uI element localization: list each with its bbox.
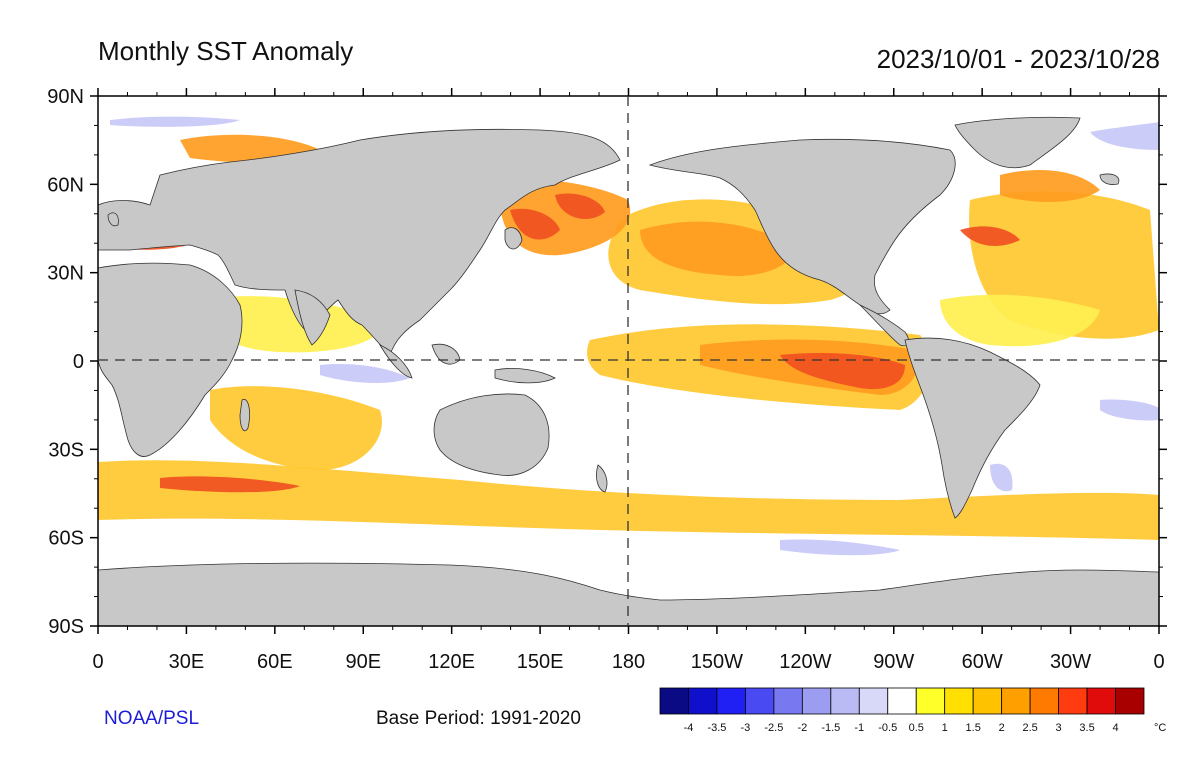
colorbar-label: -1.5 xyxy=(821,722,840,734)
anomaly-field xyxy=(98,116,1159,556)
lon-tick-label: 30W xyxy=(1050,651,1091,673)
colorbar-label: 4 xyxy=(1112,722,1118,734)
colorbar-swatch xyxy=(1115,687,1145,715)
colorbar-label: -1 xyxy=(854,722,864,734)
greenland xyxy=(954,116,1081,169)
colorbar-label: 2.5 xyxy=(1022,722,1037,734)
antarctica xyxy=(98,562,1159,626)
lon-tick-label: 60E xyxy=(257,651,293,673)
india xyxy=(294,289,331,346)
colorbar-label: -3.5 xyxy=(707,722,726,734)
colorbar-unit: °C xyxy=(1154,722,1166,734)
lon-tick-label: 60W xyxy=(962,651,1003,673)
lat-tick-label: 60S xyxy=(48,528,84,550)
colorbar-label: -0.5 xyxy=(878,722,897,734)
lat-tick-label: 30N xyxy=(47,263,84,285)
lon-tick-label: 90W xyxy=(873,651,914,673)
colorbar-label: 3.5 xyxy=(1079,722,1094,734)
colorbar-swatch xyxy=(801,687,832,715)
lat-tick-label: 90S xyxy=(48,616,84,638)
lon-tick-label: 0 xyxy=(92,651,103,673)
colorbar-swatch xyxy=(659,687,689,715)
lon-tick-label: 0 xyxy=(1153,651,1164,673)
lat-tick-label: 90N xyxy=(47,86,84,108)
lon-tick-label: 90E xyxy=(345,651,381,673)
eurasia xyxy=(98,128,621,356)
colorbar-swatch xyxy=(1001,687,1031,715)
colorbar-swatch xyxy=(944,687,974,715)
colorbar: -4 -3.5 -3 -2.5 -2 -1.5 -1 -0.5 0.5 1 1.5 2 2.5 3 3.5 4… xyxy=(659,687,1166,734)
map-title: Monthly SST Anomaly xyxy=(98,36,354,66)
lat-tick-label: 0 xyxy=(73,351,84,373)
britain xyxy=(107,212,119,227)
lon-tick-label: 150E xyxy=(517,651,564,673)
colorbar-swatch xyxy=(1058,687,1088,715)
colorbar-swatch xyxy=(688,687,718,715)
lat-tick-label: 30S xyxy=(48,439,84,461)
colorbar-swatch xyxy=(773,687,803,715)
colorbar-swatch xyxy=(830,687,860,715)
colorbar-swatch xyxy=(915,687,946,715)
colorbar-swatch xyxy=(1029,687,1059,715)
colorbar-label: 1.5 xyxy=(966,722,981,734)
colorbar-label: 3 xyxy=(1056,722,1062,734)
colorbar-swatch xyxy=(716,687,746,715)
credit-label: NOAA/PSL xyxy=(104,708,200,729)
new-zealand xyxy=(596,464,608,493)
japan xyxy=(504,227,523,250)
lat-tick-label: 60N xyxy=(47,174,84,196)
lon-tick-label: 180 xyxy=(612,651,645,673)
iceland xyxy=(1099,173,1120,185)
colorbar-label: -4 xyxy=(684,722,694,734)
colorbar-swatch xyxy=(858,687,889,715)
longitude-axis: 0 30E 60E 90E 120E 150E 180 150W 120W 90W 60W 30W 0 xyxy=(92,88,1165,673)
latitude-axis: 90N 60N 30N 0 30S 60S 90S xyxy=(47,86,1167,638)
australia xyxy=(433,393,550,476)
south-america xyxy=(904,337,1041,519)
colorbar-label: 0.5 xyxy=(909,722,924,734)
colorbar-swatch xyxy=(887,687,917,715)
colorbar-label: -2.5 xyxy=(764,722,783,734)
sumatra xyxy=(379,344,413,379)
lon-tick-label: 120E xyxy=(428,651,475,673)
land-masses xyxy=(98,116,1159,626)
colorbar-swatch xyxy=(745,687,775,715)
colorbar-label: 1 xyxy=(942,722,948,734)
date-range: 2023/10/01 - 2023/10/28 xyxy=(876,44,1160,74)
lon-tick-label: 30E xyxy=(169,651,205,673)
north-america xyxy=(648,138,956,315)
colorbar-swatch xyxy=(972,687,1003,715)
colorbar-label: -3 xyxy=(741,722,751,734)
lon-tick-label: 120W xyxy=(779,651,831,673)
base-period-label: Base Period: 1991-2020 xyxy=(376,708,581,729)
colorbar-label: 2 xyxy=(999,722,1005,734)
colorbar-label: -2 xyxy=(797,722,807,734)
lon-tick-label: 150W xyxy=(691,651,743,673)
new-guinea xyxy=(494,368,556,384)
madagascar xyxy=(239,398,250,432)
colorbar-swatch xyxy=(1086,687,1116,715)
map-field xyxy=(98,96,1159,626)
